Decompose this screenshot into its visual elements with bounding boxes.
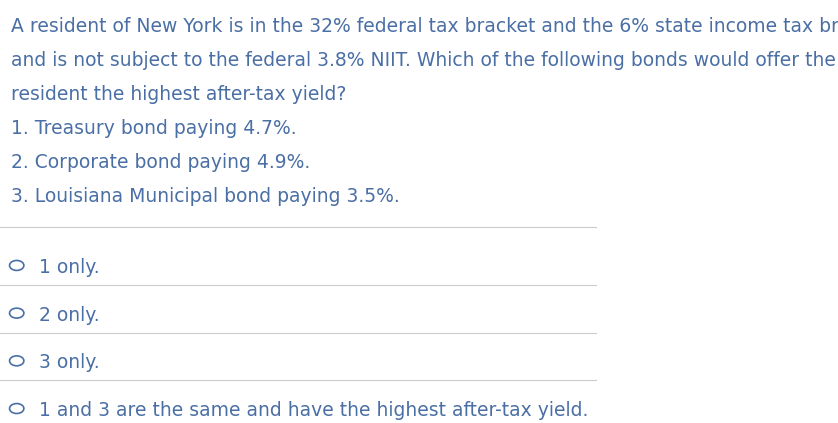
Text: resident the highest after-tax yield?: resident the highest after-tax yield? <box>11 85 346 104</box>
Text: 1. Treasury bond paying 4.7%.: 1. Treasury bond paying 4.7%. <box>11 118 297 137</box>
Text: 3 only.: 3 only. <box>39 353 100 372</box>
Text: and is not subject to the federal 3.8% NIIT. Which of the following bonds would : and is not subject to the federal 3.8% N… <box>11 51 835 70</box>
Text: 2 only.: 2 only. <box>39 306 100 325</box>
Text: 1 and 3 are the same and have the highest after-tax yield.: 1 and 3 are the same and have the highes… <box>39 401 588 420</box>
Text: A resident of New York is in the 32% federal tax bracket and the 6% state income: A resident of New York is in the 32% fed… <box>11 16 838 36</box>
Text: 1 only.: 1 only. <box>39 258 100 277</box>
Text: 3. Louisiana Municipal bond paying 3.5%.: 3. Louisiana Municipal bond paying 3.5%. <box>11 187 400 206</box>
Text: 2. Corporate bond paying 4.9%.: 2. Corporate bond paying 4.9%. <box>11 153 310 172</box>
